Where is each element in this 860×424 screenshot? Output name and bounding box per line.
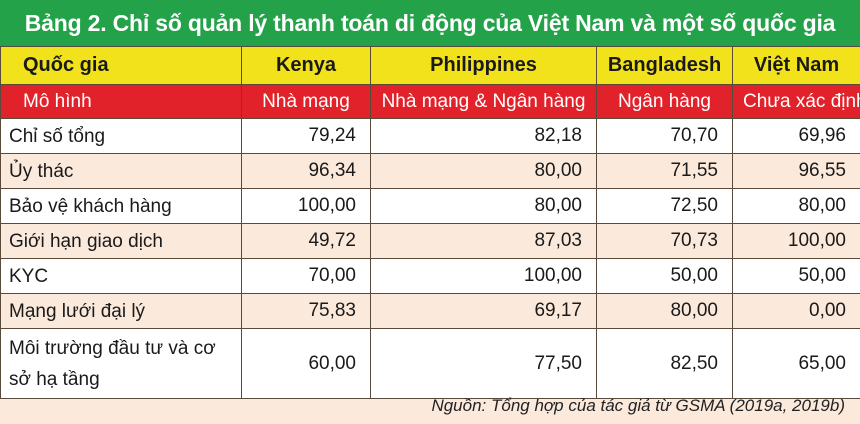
table-row: Ủy thác 96,34 80,00 71,55 96,55 — [0, 153, 860, 189]
value-cell: 82,18 — [370, 118, 597, 154]
data-table: Quốc gia Kenya Philippines Bangladesh Vi… — [0, 46, 860, 399]
value-cell: 77,50 — [370, 328, 597, 399]
value-cell: 96,34 — [241, 153, 371, 189]
model-row: Mô hình Nhà mạng Nhà mạng & Ngân hàng Ng… — [0, 84, 860, 119]
value-cell: 60,00 — [241, 328, 371, 399]
row-label: Mạng lưới đại lý — [0, 293, 242, 329]
header-cell-bangladesh: Bangladesh — [596, 46, 733, 85]
row-label: KYC — [0, 258, 242, 294]
value-cell: 70,73 — [596, 223, 733, 259]
table-title: Bảng 2. Chỉ số quản lý thanh toán di độn… — [0, 0, 860, 46]
value-cell: 79,24 — [241, 118, 371, 154]
value-cell: 65,00 — [732, 328, 860, 399]
row-label: Môi trường đầu tư và cơ sở hạ tầng — [0, 328, 242, 399]
value-cell: 75,83 — [241, 293, 371, 329]
table-row: Môi trường đầu tư và cơ sở hạ tầng 60,00… — [0, 328, 860, 399]
row-label: Giới hạn giao dịch — [0, 223, 242, 259]
value-cell: 80,00 — [596, 293, 733, 329]
table-row: KYC 70,00 100,00 50,00 50,00 — [0, 258, 860, 294]
value-cell: 87,03 — [370, 223, 597, 259]
header-cell-kenya: Kenya — [241, 46, 371, 85]
value-cell: 71,55 — [596, 153, 733, 189]
table-row: Giới hạn giao dịch 49,72 87,03 70,73 100… — [0, 223, 860, 259]
model-cell-philippines: Nhà mạng & Ngân hàng — [370, 84, 597, 119]
value-cell: 69,17 — [370, 293, 597, 329]
value-cell: 0,00 — [732, 293, 860, 329]
row-label: Bảo vệ khách hàng — [0, 188, 242, 224]
value-cell: 100,00 — [370, 258, 597, 294]
table-row: Bảo vệ khách hàng 100,00 80,00 72,50 80,… — [0, 188, 860, 224]
model-cell-label: Mô hình — [0, 84, 242, 119]
model-cell-bangladesh: Ngân hàng — [596, 84, 733, 119]
model-cell-vietnam: Chưa xác định — [732, 84, 860, 119]
value-cell: 50,00 — [596, 258, 733, 294]
row-label: Ủy thác — [0, 153, 242, 189]
value-cell: 100,00 — [732, 223, 860, 259]
header-cell-country-label: Quốc gia — [0, 46, 242, 85]
value-cell: 82,50 — [596, 328, 733, 399]
header-cell-philippines: Philippines — [370, 46, 597, 85]
row-label: Chỉ số tổng — [0, 118, 242, 154]
value-cell: 70,00 — [241, 258, 371, 294]
value-cell: 80,00 — [370, 188, 597, 224]
value-cell: 80,00 — [370, 153, 597, 189]
value-cell: 49,72 — [241, 223, 371, 259]
table-row: Mạng lưới đại lý 75,83 69,17 80,00 0,00 — [0, 293, 860, 329]
value-cell: 69,96 — [732, 118, 860, 154]
table-row: Chỉ số tổng 79,24 82,18 70,70 69,96 — [0, 118, 860, 154]
value-cell: 72,50 — [596, 188, 733, 224]
value-cell: 50,00 — [732, 258, 860, 294]
header-cell-vietnam: Việt Nam — [732, 46, 860, 85]
value-cell: 80,00 — [732, 188, 860, 224]
model-cell-kenya: Nhà mạng — [241, 84, 371, 119]
value-cell: 70,70 — [596, 118, 733, 154]
value-cell: 100,00 — [241, 188, 371, 224]
source-note: Nguồn: Tổng hợp của tác giả từ GSMA (201… — [431, 396, 845, 415]
country-header-row: Quốc gia Kenya Philippines Bangladesh Vi… — [0, 46, 860, 85]
value-cell: 96,55 — [732, 153, 860, 189]
